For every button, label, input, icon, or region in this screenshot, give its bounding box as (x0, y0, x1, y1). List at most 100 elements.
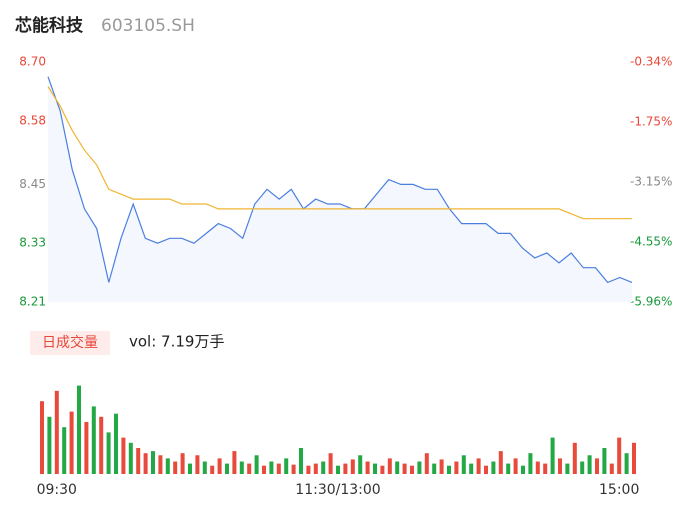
volume-bar (261, 465, 267, 474)
volume-bar (150, 451, 156, 474)
volume-bar (335, 465, 341, 474)
volume-bar (247, 463, 252, 474)
volume-bar (365, 461, 370, 474)
price-area (48, 76, 632, 302)
volume-bar (195, 455, 200, 474)
volume-bar (424, 453, 429, 474)
y2-tick-label: -4.55% (630, 234, 672, 248)
volume-bar (91, 406, 96, 474)
volume-bar (84, 422, 89, 474)
volume-bar (446, 465, 452, 474)
y-tick-label: 8.33 (19, 236, 46, 250)
volume-bar (565, 463, 570, 474)
volume-bar (624, 453, 629, 474)
volume-tab-label: 日成交量 (42, 334, 98, 351)
volume-bar (321, 461, 326, 474)
volume-bar (402, 463, 407, 474)
volume-total: vol: 7.19万手 (129, 333, 224, 351)
volume-bar (210, 465, 215, 474)
volume-bar (469, 463, 474, 474)
volume-bar (343, 463, 348, 474)
volume-bar (143, 453, 148, 474)
average-line (47, 86, 632, 220)
volume-bar (380, 465, 385, 474)
volume-bar (113, 413, 119, 474)
y2-tick-label: -5.96% (630, 295, 672, 309)
volume-bar (136, 448, 141, 474)
volume-bar (498, 451, 503, 474)
volume-bar (128, 442, 133, 474)
volume-bar (520, 465, 526, 474)
volume-bar (165, 458, 170, 474)
volume-bar (39, 401, 45, 474)
y-tick-label: 8.58 (19, 113, 46, 127)
volume-bar (239, 461, 244, 474)
y-tick-label: 8.21 (19, 295, 46, 309)
volume-bar (609, 463, 614, 474)
volume-bar (99, 416, 104, 474)
volume-bar (298, 448, 304, 474)
volume-bar (631, 442, 637, 474)
volume-bar (454, 461, 459, 474)
volume-bar (580, 461, 585, 474)
volume-bar (557, 458, 563, 474)
volume-bar (62, 427, 67, 474)
volume-bar (417, 461, 422, 474)
volume-bar (617, 437, 622, 474)
stock-name: 芯能科技 (15, 15, 84, 36)
volume-bar (313, 463, 318, 474)
volume-tab (30, 331, 110, 355)
x-tick-label: 11:30/13:00 (295, 482, 380, 498)
volume-bar (180, 453, 185, 474)
volume-bar (254, 455, 259, 474)
y2-tick-label: -0.34% (630, 55, 672, 69)
volume-bar (409, 465, 415, 474)
volume-bar (476, 458, 481, 474)
volume-bar (432, 463, 437, 474)
volume-bar (328, 453, 333, 474)
stock-code: 603105.SH (101, 16, 195, 36)
volume-bar (513, 458, 518, 474)
volume-bar (550, 437, 555, 474)
volume-bar (284, 458, 289, 474)
volume-bar (173, 461, 178, 474)
volume-bar (461, 455, 466, 474)
volume-bar (306, 465, 311, 474)
volume-bar (121, 437, 126, 474)
volume-bar (69, 411, 74, 474)
volume-bar (202, 461, 207, 474)
volume-bar (106, 432, 111, 474)
volume-bar (572, 442, 577, 474)
price-line (47, 76, 633, 284)
volume-bar (217, 458, 222, 474)
volume-bar (506, 463, 511, 474)
y-tick-label: 8.70 (19, 55, 46, 69)
volume-bar (291, 464, 296, 474)
volume-bar (224, 463, 230, 474)
volume-bar (76, 385, 82, 474)
volume-bar (387, 458, 392, 474)
y2-tick-label: -3.15% (630, 175, 672, 189)
volume-bar (602, 448, 607, 474)
volume-bar (54, 390, 59, 474)
volume-bar (158, 455, 163, 474)
volume-bar (528, 453, 533, 474)
volume-bar (395, 461, 400, 474)
y2-tick-label: -1.75% (630, 115, 672, 129)
volume-bar (232, 451, 237, 474)
volume-bar (358, 455, 363, 474)
y-tick-label: 8.45 (19, 177, 46, 191)
volume-bar (269, 461, 274, 474)
volume-bar (491, 461, 496, 474)
volume-bar (372, 463, 378, 474)
x-tick-label: 15:00 (599, 482, 639, 498)
volume-bar (543, 463, 548, 474)
volume-bar (187, 463, 193, 474)
volume-bar (276, 463, 281, 474)
volume-bar (47, 416, 52, 474)
x-tick-label: 09:30 (37, 482, 77, 498)
volume-bar (535, 461, 540, 474)
volume-bar (587, 455, 592, 474)
volume-bar (483, 465, 489, 474)
